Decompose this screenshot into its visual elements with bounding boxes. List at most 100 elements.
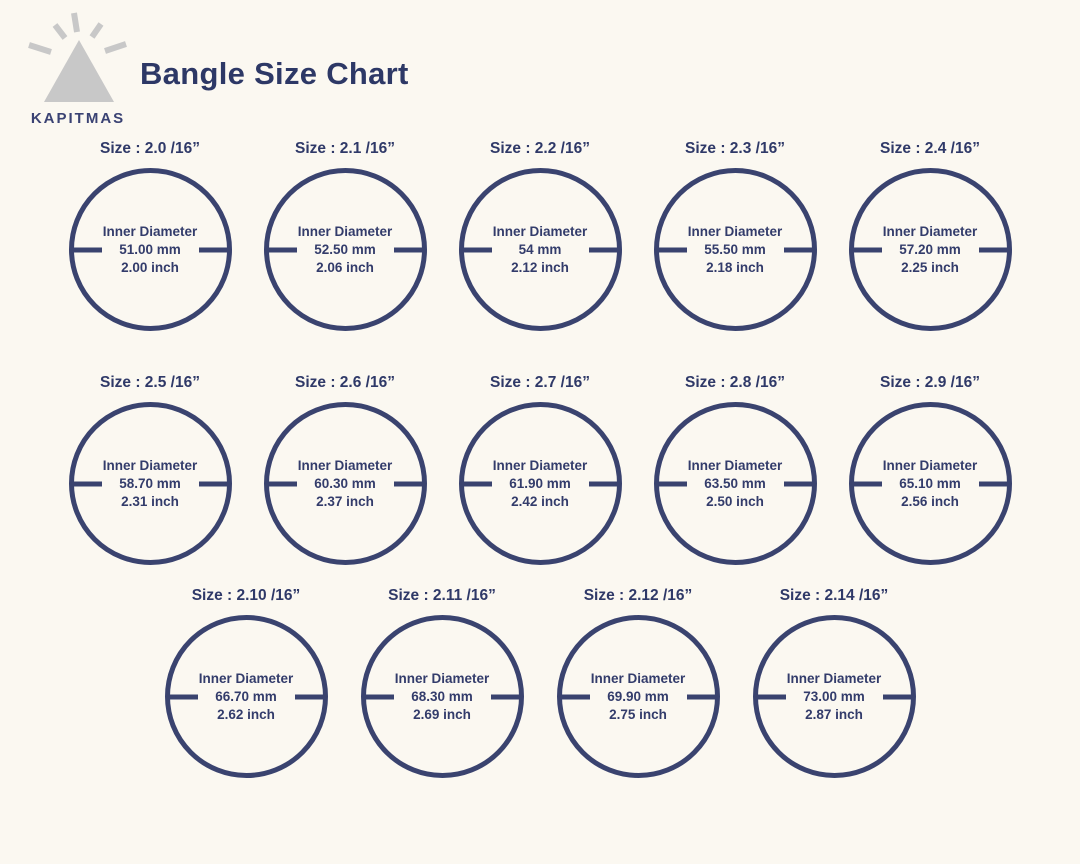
size-label: Size : 2.10 /16”	[191, 587, 301, 604]
inner-diameter-label: Inner Diameter	[102, 457, 198, 473]
inch-value: 2.12 inch	[511, 259, 569, 275]
brand-name: KAPITMAS	[30, 110, 126, 127]
inner-diameter-label: Inner Diameter	[687, 223, 783, 239]
size-label: Size : 2.3 /16”	[685, 140, 785, 157]
diameter-tick-left	[69, 481, 102, 486]
inner-diameter-label: Inner Diameter	[492, 457, 588, 473]
diameter-tick-left	[264, 247, 297, 252]
diameter-tick-right	[198, 481, 231, 486]
bangle-circle: Inner Diameter 66.70 mm 2.62 inch	[164, 615, 328, 778]
diameter-tick-left	[654, 481, 687, 486]
diameter-tick-left	[654, 247, 687, 252]
mm-value: 51.00 mm	[119, 241, 181, 257]
inner-diameter-label: Inner Diameter	[786, 670, 882, 686]
diameter-tick-left	[849, 247, 882, 252]
size-card: Size : 2.0 /16” Inner Diameter 51.00 mm …	[68, 140, 232, 331]
inch-value: 2.69 inch	[413, 706, 471, 722]
inner-diameter-label: Inner Diameter	[297, 223, 393, 239]
diameter-tick-right	[588, 481, 621, 486]
diameter-tick-right	[294, 694, 327, 699]
bangle-circle: Inner Diameter 69.90 mm 2.75 inch	[556, 615, 720, 778]
size-card: Size : 2.7 /16” Inner Diameter 61.90 mm …	[458, 374, 622, 565]
diameter-tick-left	[557, 694, 590, 699]
inch-value: 2.50 inch	[706, 493, 764, 509]
size-row-3: Size : 2.10 /16” Inner Diameter 66.70 mm…	[0, 587, 1080, 778]
diameter-tick-left	[264, 481, 297, 486]
inner-diameter-label: Inner Diameter	[687, 457, 783, 473]
size-label: Size : 2.4 /16”	[880, 140, 980, 157]
diameter-tick-right	[393, 481, 426, 486]
bangle-circle: Inner Diameter 60.30 mm 2.37 inch	[263, 402, 427, 565]
mm-value: 65.10 mm	[899, 475, 961, 491]
size-label: Size : 2.11 /16”	[388, 587, 496, 604]
header: KAPITMAS Bangle Size Chart	[0, 0, 1080, 140]
bangle-circle: Inner Diameter 52.50 mm 2.06 inch	[263, 168, 427, 331]
size-card: Size : 2.12 /16” Inner Diameter 69.90 mm…	[556, 587, 720, 778]
inner-diameter-label: Inner Diameter	[297, 457, 393, 473]
inch-value: 2.42 inch	[511, 493, 569, 509]
size-card: Size : 2.3 /16” Inner Diameter 55.50 mm …	[653, 140, 817, 331]
inch-value: 2.31 inch	[121, 493, 179, 509]
inch-value: 2.62 inch	[217, 706, 275, 722]
diameter-tick-left	[459, 481, 492, 486]
inch-value: 2.75 inch	[609, 706, 667, 722]
diameter-tick-right	[393, 247, 426, 252]
size-row-1: Size : 2.0 /16” Inner Diameter 51.00 mm …	[0, 140, 1080, 331]
kapitmas-logo: KAPITMAS	[18, 8, 138, 127]
size-label: Size : 2.8 /16”	[685, 374, 785, 391]
size-card: Size : 2.8 /16” Inner Diameter 63.50 mm …	[653, 374, 817, 565]
mm-value: 61.90 mm	[509, 475, 571, 491]
diameter-tick-right	[978, 481, 1011, 486]
diameter-tick-left	[165, 694, 198, 699]
diameter-tick-right	[686, 694, 719, 699]
mm-value: 68.30 mm	[411, 688, 473, 704]
size-card: Size : 2.14 /16” Inner Diameter 73.00 mm…	[752, 587, 916, 778]
size-label: Size : 2.6 /16”	[295, 374, 395, 391]
inner-diameter-label: Inner Diameter	[198, 670, 294, 686]
size-label: Size : 2.12 /16”	[583, 587, 693, 604]
size-label: Size : 2.14 /16”	[779, 587, 889, 604]
diameter-tick-right	[783, 481, 816, 486]
size-card: Size : 2.11 /16” Inner Diameter 68.30 mm…	[360, 587, 524, 778]
inch-value: 2.25 inch	[901, 259, 959, 275]
diameter-tick-right	[198, 247, 231, 252]
mm-value: 66.70 mm	[215, 688, 277, 704]
diameter-tick-right	[783, 247, 816, 252]
mm-value: 73.00 mm	[803, 688, 865, 704]
inner-diameter-label: Inner Diameter	[882, 223, 978, 239]
size-label: Size : 2.1 /16”	[295, 140, 395, 157]
mm-value: 57.20 mm	[899, 241, 961, 257]
mm-value: 55.50 mm	[704, 241, 766, 257]
inner-diameter-label: Inner Diameter	[590, 670, 686, 686]
diameter-tick-right	[882, 694, 915, 699]
inner-diameter-label: Inner Diameter	[882, 457, 978, 473]
diameter-tick-right	[978, 247, 1011, 252]
diameter-tick-left	[361, 694, 394, 699]
diameter-tick-left	[849, 481, 882, 486]
inner-diameter-label: Inner Diameter	[492, 223, 588, 239]
size-card: Size : 2.5 /16” Inner Diameter 58.70 mm …	[68, 374, 232, 565]
bangle-circle: Inner Diameter 63.50 mm 2.50 inch	[653, 402, 817, 565]
mm-value: 54 mm	[518, 241, 562, 257]
diameter-tick-left	[69, 247, 102, 252]
inch-value: 2.37 inch	[316, 493, 374, 509]
bangle-circle: Inner Diameter 58.70 mm 2.31 inch	[68, 402, 232, 565]
sparkle-triangle-icon	[28, 12, 127, 102]
bangle-circle: Inner Diameter 55.50 mm 2.18 inch	[653, 168, 817, 331]
bangle-circle: Inner Diameter 68.30 mm 2.69 inch	[360, 615, 524, 778]
diameter-tick-left	[459, 247, 492, 252]
size-card: Size : 2.10 /16” Inner Diameter 66.70 mm…	[164, 587, 328, 778]
bangle-circle: Inner Diameter 73.00 mm 2.87 inch	[752, 615, 916, 778]
inch-value: 2.18 inch	[706, 259, 764, 275]
size-card: Size : 2.9 /16” Inner Diameter 65.10 mm …	[848, 374, 1012, 565]
diameter-tick-left	[753, 694, 786, 699]
bangle-circle: Inner Diameter 54 mm 2.12 inch	[458, 168, 622, 331]
mm-value: 69.90 mm	[607, 688, 669, 704]
size-label: Size : 2.2 /16”	[490, 140, 590, 157]
size-row-2: Size : 2.5 /16” Inner Diameter 58.70 mm …	[0, 374, 1080, 565]
inner-diameter-label: Inner Diameter	[394, 670, 490, 686]
diameter-tick-right	[588, 247, 621, 252]
mm-value: 63.50 mm	[704, 475, 766, 491]
inch-value: 2.56 inch	[901, 493, 959, 509]
size-card: Size : 2.6 /16” Inner Diameter 60.30 mm …	[263, 374, 427, 565]
